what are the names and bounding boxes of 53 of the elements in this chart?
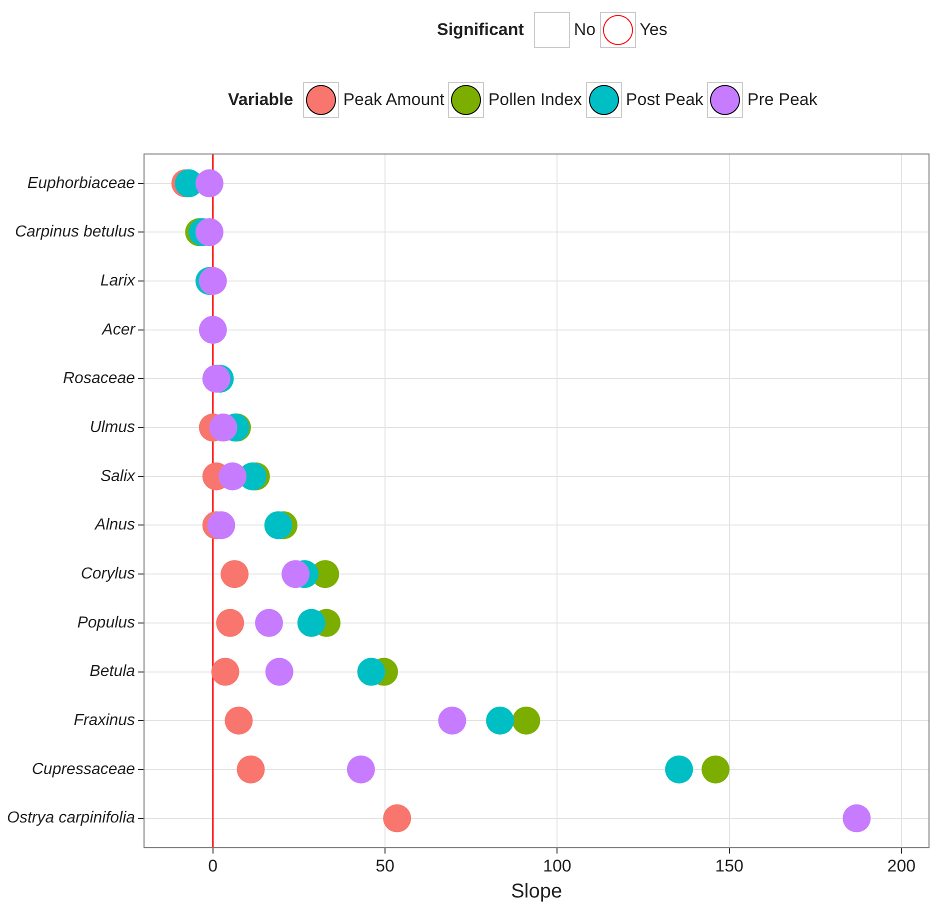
point [438, 706, 466, 735]
point [195, 218, 224, 246]
point [211, 658, 240, 686]
x-tick-label: 100 [542, 856, 572, 876]
text: No [574, 20, 596, 40]
point [265, 658, 294, 686]
point [282, 560, 310, 588]
point [216, 608, 244, 637]
legend-title: Variable [228, 90, 294, 110]
point [207, 511, 236, 540]
point [512, 706, 540, 735]
point [198, 316, 227, 344]
y-tick-label: Euphorbiaceae [27, 174, 136, 192]
point [209, 414, 238, 442]
text: Significant [437, 20, 524, 40]
y-tick-label: Ulmus [90, 418, 136, 436]
y-tick-label: Rosaceae [63, 370, 136, 388]
point [264, 511, 292, 540]
legend-label: Pollen Index [488, 90, 582, 110]
point [842, 804, 871, 832]
legend-label: Pre Peak [747, 90, 818, 110]
x-tick-label: 0 [208, 856, 218, 876]
y-tick-label: Betula [90, 663, 136, 680]
x-tick-label: 50 [376, 856, 394, 876]
point [224, 706, 253, 735]
x-axis-title: Slope [510, 880, 562, 903]
y-tick-label: Cupressaceae [32, 760, 136, 778]
y-tick-label: Alnus [94, 516, 136, 534]
point [486, 706, 514, 735]
text: Yes [640, 20, 668, 40]
point [218, 462, 247, 490]
point [195, 169, 224, 198]
y-tick-label: Salix [100, 468, 136, 485]
y-tick-label: Larix [100, 272, 136, 290]
point [220, 560, 249, 588]
point [357, 658, 386, 686]
x-tick-label: 150 [715, 856, 744, 876]
y-tick-label: Corylus [80, 566, 136, 583]
y-tick-label: Acer [101, 321, 136, 338]
point [346, 755, 375, 784]
point [702, 755, 730, 784]
point [255, 608, 284, 637]
y-tick-label: Fraxinus [74, 712, 136, 730]
point [665, 755, 694, 784]
y-tick-label: Populus [77, 614, 136, 632]
legend-label: Post Peak [626, 90, 704, 110]
x-tick-label: 200 [887, 856, 916, 876]
y-tick-label: Ostrya carpinifolia [7, 810, 136, 827]
point [383, 804, 412, 832]
y-tick-label: Carpinus betulus [14, 224, 136, 241]
point [236, 755, 265, 784]
point [297, 608, 326, 637]
legend-label: Peak Amount [343, 90, 444, 110]
